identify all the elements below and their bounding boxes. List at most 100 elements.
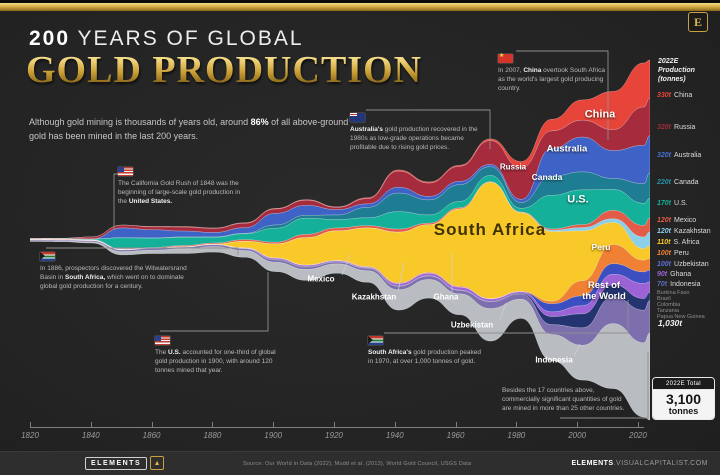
title-kicker-text: YEARS OF GLOBAL	[70, 27, 304, 50]
elements-logo-mark-icon: ▲	[150, 456, 165, 470]
legend-entry-ghana: 90t Ghana	[657, 271, 691, 278]
callout-text: Besides the 17 countries above, commerci…	[502, 386, 632, 413]
callout-china-2007: In 2007, China overtook South Africa as …	[498, 52, 612, 93]
south-africa-flag-icon	[40, 252, 55, 261]
top-border	[0, 0, 720, 3]
subtitle-pre: Although gold mining is thousands of yea…	[29, 117, 251, 127]
legend-entry-value: 90t	[657, 271, 668, 278]
legend-entry-s-africa: 110t S. Africa	[657, 239, 700, 246]
page-title: GOLD PRODUCTION	[26, 49, 423, 91]
legend-entry-name: Peru	[674, 250, 689, 257]
gold-accent-bar	[0, 3, 720, 11]
footer-site-rest: .VISUALCAPITALIST.COM	[613, 460, 708, 467]
leader-indonesia	[573, 343, 581, 357]
legend-entry-name: China	[674, 92, 693, 99]
elements-logo-text: ELEMENTS	[85, 456, 148, 470]
legend-entry-value: 330t	[657, 92, 672, 99]
china-flag-icon	[498, 52, 513, 63]
axis-tick-label: 1940	[385, 431, 404, 440]
callout-text-bold: China	[523, 67, 542, 74]
title-kicker-number: 200	[29, 27, 71, 50]
axis-tick-label: 1840	[81, 431, 100, 440]
callout-text: In 1886, prospectors discovered the Witw…	[40, 264, 188, 291]
chart-label-canada: Canada	[531, 172, 563, 183]
callout-text: In 2007, China overtook South Africa as …	[498, 66, 612, 93]
legend-entry-canada: 220t Canada	[657, 179, 699, 186]
axis-tick-label: 1980	[507, 431, 526, 440]
callout-text-bold: United States.	[128, 198, 173, 206]
legend-entry-value: 100t	[657, 261, 672, 268]
chart-label-china: China	[584, 108, 616, 121]
legend-entry-u-s-: 170t U.S.	[657, 200, 688, 207]
footer-site-link[interactable]: ELEMENTS.VISUALCAPITALIST.COM	[571, 460, 708, 467]
legend-entry-mexico: 120t Mexico	[657, 217, 696, 224]
axis-tick-label: 1820	[21, 431, 39, 440]
legend-entry-name: Russia	[674, 124, 696, 131]
legend-entry-name: Ghana	[670, 271, 692, 278]
leader-kazakhstan	[397, 261, 405, 293]
chart-label-peru: Peru	[591, 242, 611, 253]
chart-label-indonesia: Indonesia	[535, 355, 573, 365]
total-badge-value: 3,100	[665, 391, 702, 407]
callout-witwatersrand: In 1886, prospectors discovered the Witw…	[40, 252, 188, 291]
callout-text: Australia's gold production recovered in…	[350, 125, 486, 152]
callout-text: The California Gold Rush of 1848 was the…	[118, 179, 244, 206]
legend-entry-value: 110t	[657, 239, 671, 246]
callout-text: The U.S. accounted for one-third of glob…	[155, 348, 287, 375]
legend-entry-kazakhstan: 120t Kazakhstan	[657, 228, 711, 235]
legend-entry-name: S. Africa	[673, 239, 700, 246]
legend-entry-name: U.S.	[674, 200, 688, 207]
connector-sa1970	[384, 300, 629, 334]
total-badge-unit: tonnes	[668, 405, 699, 416]
callout-california-gold-rush: The California Gold Rush of 1848 was the…	[118, 167, 244, 206]
legend-entry-value: 170t	[657, 200, 672, 207]
legend-entry-value: 120t	[657, 228, 672, 235]
callout-text-pre: In 2007,	[498, 67, 524, 74]
legend-entry-name: Australia	[674, 152, 702, 159]
legend-entry-name: Canada	[674, 179, 699, 186]
callout-text-bold: U.S.	[168, 349, 181, 356]
subtitle-highlight: 86%	[250, 117, 269, 127]
elements-footer-logo: ELEMENTS ▲	[85, 456, 165, 470]
chart-label-russia: Russia	[499, 162, 527, 172]
legend-entry-value: 120t	[657, 217, 672, 224]
axis-tick-label: 1920	[325, 431, 343, 440]
legend-minor-entry-colombia: Colombia	[657, 302, 681, 308]
leader-uzbekistan	[499, 302, 507, 321]
streamgraph-chart	[30, 59, 650, 421]
callout-other-countries: Besides the 17 countries above, commerci…	[502, 386, 632, 413]
legend-entry-name: Mexico	[674, 217, 697, 224]
legend-minor-entry-brazil: Brazil	[657, 296, 671, 302]
axis-tick-label: 1860	[142, 431, 161, 440]
callout-australia-1980s: Australia's gold production recovered in…	[350, 113, 486, 152]
axis-tick-label: 2020	[629, 431, 647, 440]
south-africa-flag-icon	[368, 336, 383, 345]
chart-label-south-africa: South Africa	[433, 220, 547, 240]
legend-minor-entry-tanzania: Tanzania	[657, 308, 680, 314]
legend-entry-value: 320t	[657, 152, 672, 159]
footer-bar: ELEMENTS ▲ Source: Our World in Data (20…	[0, 451, 720, 475]
total-badge-label: 2022E Total	[653, 378, 714, 390]
source-attribution: Source: Our World in Data (2022), Mudd e…	[243, 461, 472, 467]
legend-entry-value: 220t	[657, 179, 672, 186]
axis-tick-label: 1960	[446, 431, 465, 440]
legend-entry-russia: 320t Russia	[657, 124, 695, 131]
callout-text-pre: Besides the 17 countries above, commerci…	[502, 387, 625, 413]
us-flag-icon	[118, 167, 133, 176]
callout-us-1900: The U.S. accounted for one-third of glob…	[155, 336, 287, 375]
us-flag-icon	[155, 336, 170, 345]
chart-label-uzbekistan: Uzbekistan	[450, 320, 494, 330]
chart-label-kazakhstan: Kazakhstan	[351, 292, 397, 302]
callout-text-bold: South Africa,	[64, 274, 106, 282]
chart-label-ghana: Ghana	[433, 292, 459, 302]
chart-label-u-s-: U.S.	[567, 193, 589, 206]
chart-label-rest-of-the-world: Rest of the World	[582, 280, 626, 302]
title-kicker: 200 YEARS OF GLOBAL	[29, 27, 304, 51]
axis-tick-label: 2000	[568, 431, 587, 440]
axis-tick-label: 1880	[203, 431, 222, 440]
legend-entry-value: 70t	[657, 281, 668, 288]
australia-flag-icon	[350, 113, 365, 122]
legend-minor-entry-burkina-faso: Burkina Faso	[657, 290, 690, 296]
legend-entry-uzbekistan: 100t Uzbekistan	[657, 261, 709, 268]
callout-text: South Africa's gold production peaked in…	[368, 348, 482, 366]
